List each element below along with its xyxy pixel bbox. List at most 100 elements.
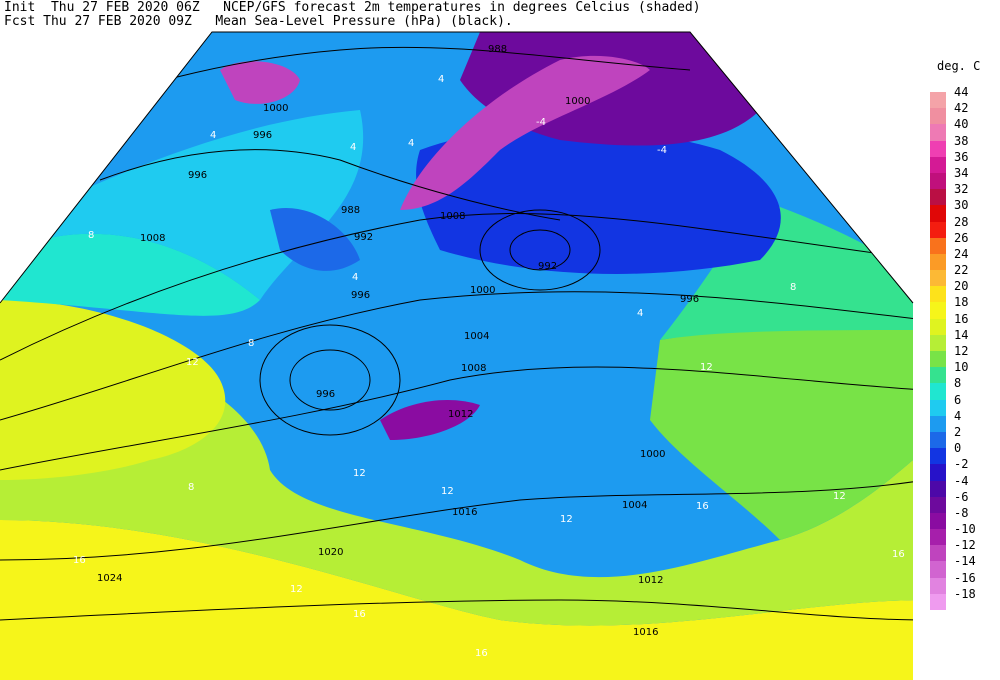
legend-row: -4 — [930, 474, 990, 497]
temp-label: 8 — [188, 482, 194, 493]
north-sea-blue — [270, 208, 360, 271]
legend-label: 14 — [954, 327, 969, 342]
legend-label: 42 — [954, 101, 969, 116]
isobar-label: 1016 — [633, 627, 658, 638]
legend-swatch — [930, 221, 946, 238]
isobar-label: 1000 — [263, 103, 288, 114]
header-fcst-line: Fcst Thu 27 FEB 2020 09Z Mean Sea-Level … — [4, 14, 513, 29]
legend-swatch — [930, 334, 946, 351]
iceland — [220, 61, 300, 104]
legend-row: 36 — [930, 150, 990, 173]
legend-swatch — [930, 496, 946, 513]
temp-label: -4 — [657, 145, 667, 156]
temp-label: 4 — [350, 142, 356, 153]
legend-row: -18 — [930, 587, 990, 610]
scandinavia-blue — [416, 127, 781, 274]
legend-row: -2 — [930, 457, 990, 481]
legend-label: -10 — [954, 522, 976, 537]
isobar-label: 992 — [538, 261, 557, 272]
legend-swatch — [930, 237, 946, 254]
legend-label: 8 — [954, 376, 962, 391]
temperature-legend: 44 42 40 38 36 34 32 30 28 26 24 22 20 18 16 14 12 10 8 6 4 2… — [930, 85, 990, 610]
legend-row: 2 — [930, 425, 990, 449]
legend-row: 34 — [930, 166, 990, 190]
isobar-labels: 988 1000 996 996 988 992 996 992 1000 10… — [97, 44, 699, 638]
legend-label: 40 — [954, 117, 969, 132]
legend-label: 4 — [954, 408, 962, 423]
isobar-label: 1012 — [638, 575, 663, 586]
legend-label: 34 — [954, 165, 969, 180]
yellow-south-region — [0, 520, 913, 680]
legend-label: 10 — [954, 360, 969, 375]
legend-swatch — [930, 561, 946, 578]
isobar-label: 988 — [488, 44, 507, 55]
legend-label: 18 — [954, 295, 969, 310]
legend-row: 40 — [930, 117, 990, 141]
legend-row: -14 — [930, 554, 990, 578]
isobar-label: 1000 — [640, 449, 665, 460]
isobar-label: 1012 — [448, 409, 473, 420]
legend-swatch — [930, 448, 946, 465]
legend-row: -8 — [930, 506, 990, 530]
legend-label: 36 — [954, 149, 969, 164]
legend-label: 16 — [954, 311, 969, 326]
legend-swatch — [930, 593, 946, 610]
isobar-label: 996 — [188, 170, 207, 181]
legend-swatch — [930, 545, 946, 562]
legend-row: 18 — [930, 295, 990, 319]
legend-label: -4 — [954, 473, 969, 488]
cyan-north-atlantic — [40, 110, 364, 300]
temp-label: 4 — [637, 308, 643, 319]
legend-row: 4 — [930, 409, 990, 432]
legend-swatch — [930, 108, 946, 125]
legend-row: 30 — [930, 198, 990, 222]
legend-label: 22 — [954, 263, 969, 278]
temp-label: 4 — [352, 272, 358, 283]
legend-swatch — [930, 189, 946, 206]
temperature-map: 988 1000 996 996 988 992 996 992 1000 10… — [0, 31, 914, 680]
legend-row: -6 — [930, 490, 990, 513]
isobar-label: 1008 — [461, 363, 486, 374]
isobar-label: 1008 — [140, 233, 165, 244]
legend-label: -16 — [954, 570, 976, 585]
legend-label: 20 — [954, 279, 969, 294]
legend-swatch — [930, 205, 946, 222]
temp-label: 12 — [290, 584, 303, 595]
temp-label: 4 — [408, 138, 414, 149]
legend-label: 38 — [954, 133, 969, 148]
legend-swatch — [930, 172, 946, 190]
isobar-label: 1004 — [622, 500, 647, 511]
temp-label: 12 — [441, 486, 454, 497]
legend-row: 14 — [930, 328, 990, 351]
temp-label: -4 — [536, 117, 546, 128]
temp-label: 12 — [353, 468, 366, 479]
legend-label: 0 — [954, 441, 962, 456]
temp-label: 8 — [248, 338, 254, 349]
legend-label: 30 — [954, 198, 969, 213]
isobars — [0, 46, 913, 621]
alps-cold-region — [380, 400, 480, 440]
legend-label: -18 — [954, 586, 976, 601]
legend-swatch — [930, 92, 946, 109]
legend-swatch — [930, 577, 946, 594]
legend-swatch — [930, 253, 946, 271]
legend-row: 0 — [930, 441, 990, 465]
legend-label: 44 — [954, 85, 969, 99]
legend-label: 28 — [954, 214, 969, 229]
legend-swatch — [930, 124, 946, 141]
legend-label: 2 — [954, 424, 962, 439]
legend-swatch — [930, 512, 946, 530]
temp-label: 12 — [833, 491, 846, 502]
legend-label: -12 — [954, 538, 976, 553]
legend-row: 10 — [930, 360, 990, 384]
legend-swatch — [930, 399, 946, 416]
isobar-label: 992 — [354, 232, 373, 243]
legend-row: 8 — [930, 376, 990, 400]
isobar-label: 988 — [341, 205, 360, 216]
legend-row: 28 — [930, 215, 990, 238]
east-green-region — [650, 320, 913, 540]
legend-row: 42 — [930, 101, 990, 125]
legend-swatch — [930, 383, 946, 400]
legend-row: 24 — [930, 247, 990, 271]
legend-swatch — [930, 302, 946, 319]
